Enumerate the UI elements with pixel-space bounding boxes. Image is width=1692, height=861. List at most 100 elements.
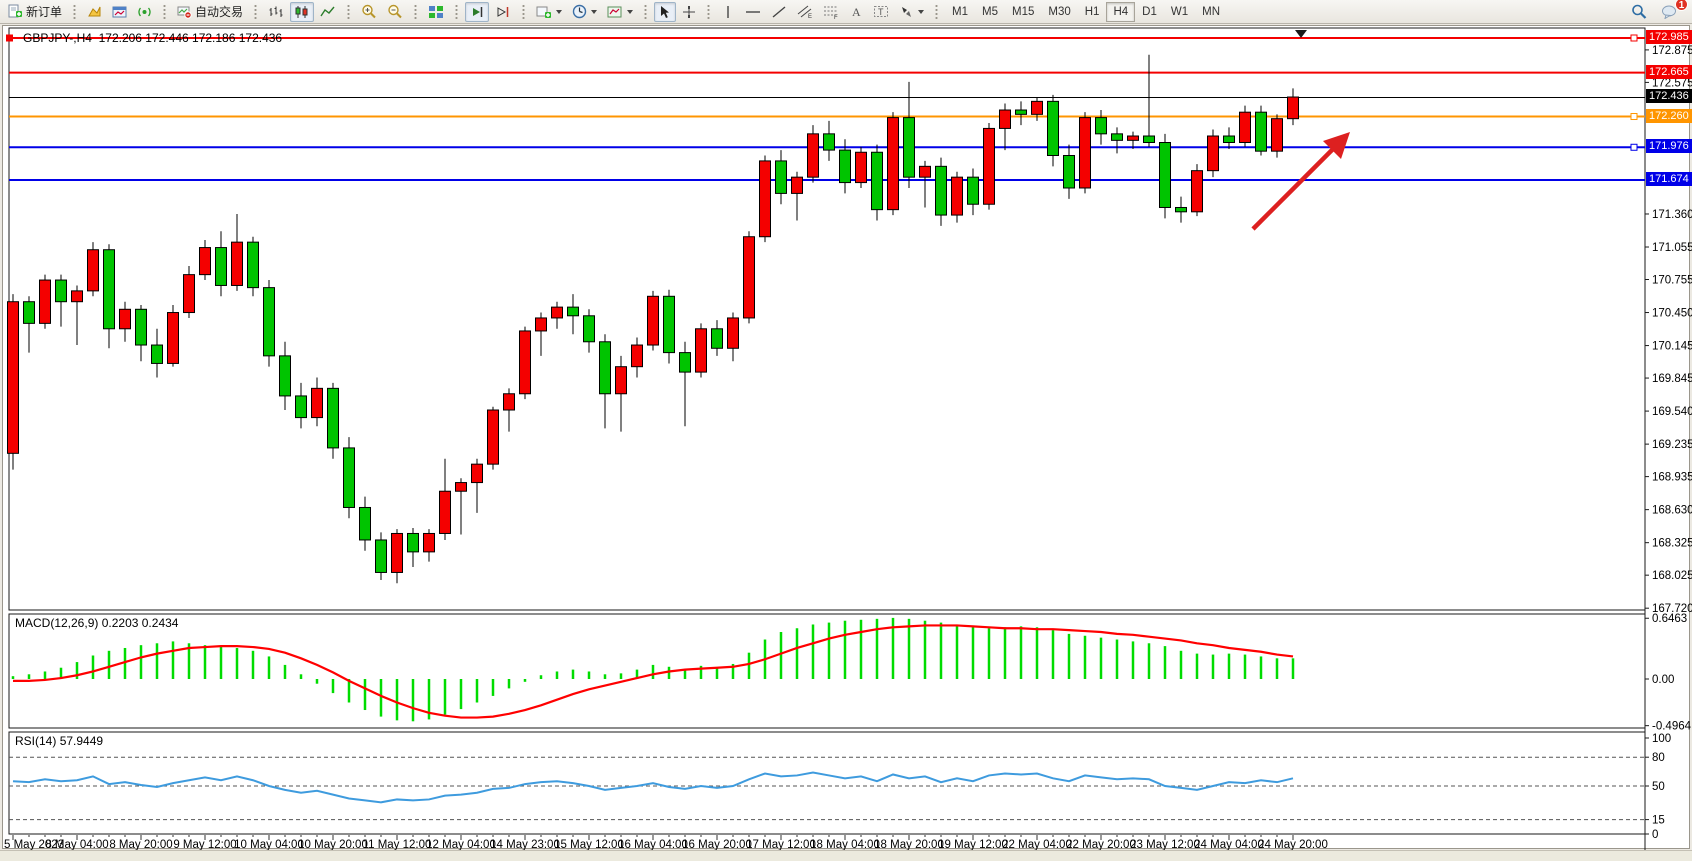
auto-scroll-button[interactable] xyxy=(465,1,490,22)
candle-body xyxy=(535,317,547,332)
indicators-button[interactable] xyxy=(532,2,566,22)
time-label: 22 May 20:00 xyxy=(1066,839,1136,851)
line-handle[interactable] xyxy=(1630,143,1638,151)
chart-shift-marker-icon[interactable] xyxy=(1295,30,1307,38)
text-label-tool-button[interactable]: T xyxy=(869,2,893,22)
macd-signal-line xyxy=(13,624,1294,719)
signals-button[interactable] xyxy=(133,2,156,22)
candle-body xyxy=(935,165,947,216)
timeframe-M15[interactable]: M15 xyxy=(1012,5,1035,18)
candle-body xyxy=(1015,109,1027,115)
time-label: 18 May 20:00 xyxy=(874,839,944,851)
zoom-out-icon xyxy=(388,4,402,19)
channel-tool-button[interactable]: E xyxy=(793,2,817,22)
bar-chart-mode-button[interactable] xyxy=(264,2,288,22)
line-handle[interactable] xyxy=(1630,113,1638,121)
templates-button[interactable] xyxy=(603,2,637,22)
tile-windows-button[interactable] xyxy=(424,2,448,22)
line-chart-mode-button[interactable] xyxy=(316,2,340,22)
svg-text:A: A xyxy=(852,5,861,19)
candle-body xyxy=(343,447,355,508)
macd-panel-splitter[interactable] xyxy=(3,609,1691,614)
indicators-icon xyxy=(536,6,552,18)
zoom-in-button[interactable] xyxy=(357,2,381,22)
candle-body xyxy=(1191,170,1203,213)
line-handle[interactable] xyxy=(6,34,13,42)
candle-body xyxy=(727,317,739,349)
candle-body xyxy=(23,301,35,324)
trendline-tool-button[interactable] xyxy=(767,2,791,22)
timeframe-M1[interactable]: M1 xyxy=(952,5,969,18)
zoom-out-button[interactable] xyxy=(383,2,407,22)
horizontal-line-tool-button[interactable] xyxy=(741,2,765,22)
fibonacci-tool-button[interactable]: F xyxy=(819,2,843,22)
time-label: 23 May 12:00 xyxy=(1130,839,1200,851)
notification-badge: 1 xyxy=(1675,0,1688,11)
time-label: 22 May 04:00 xyxy=(1002,839,1072,851)
chart-shift-button[interactable] xyxy=(491,2,515,22)
candle-body xyxy=(199,247,211,276)
timeframe-group: M1 M5 M15 M30 H1 H4 D1 W1 MN xyxy=(945,1,1227,22)
time-label: 10 May 04:00 xyxy=(234,839,304,851)
trend-arrow-shaft[interactable] xyxy=(1251,141,1341,231)
candlestick-mode-button[interactable] xyxy=(290,1,315,22)
candle-body xyxy=(1111,133,1123,141)
timeframe-D1[interactable]: D1 xyxy=(1142,5,1157,18)
candle-body xyxy=(1031,100,1043,115)
price-tag: 172.985 xyxy=(1646,29,1692,44)
time-label: 15 May 12:00 xyxy=(554,839,624,851)
vertical-line-tool-button[interactable] xyxy=(717,2,739,22)
candle-body xyxy=(55,279,67,303)
toolbar-separator xyxy=(933,3,941,20)
price-tick-label: 168.935 xyxy=(1652,472,1692,484)
time-label: 11 May 12:00 xyxy=(363,839,432,851)
fibonacci-icon: F xyxy=(824,6,838,19)
notifications-button[interactable]: 1 xyxy=(1657,0,1688,22)
timeframe-M30[interactable]: M30 xyxy=(1048,5,1071,18)
trend-arrow-head[interactable] xyxy=(1323,132,1350,159)
market-watch-button[interactable] xyxy=(108,2,131,22)
line-handle[interactable] xyxy=(1630,34,1638,42)
text-tool-button[interactable]: A xyxy=(845,2,867,22)
price-tag: 172.665 xyxy=(1646,64,1692,79)
new-chart-button[interactable] xyxy=(83,2,106,22)
price-tick-label: 169.845 xyxy=(1652,373,1692,385)
auto-trading-button[interactable]: 自动交易 xyxy=(173,2,247,22)
candle-body xyxy=(807,133,819,178)
candle-body xyxy=(1079,117,1091,189)
svg-text:E: E xyxy=(808,14,812,19)
search-button[interactable] xyxy=(1627,2,1651,22)
candle-body xyxy=(759,160,771,238)
timeframe-MN[interactable]: MN xyxy=(1202,5,1220,18)
price-tag: 171.674 xyxy=(1646,171,1692,186)
timeframe-H4[interactable]: H4 xyxy=(1106,1,1136,22)
time-label: 8 May 20:00 xyxy=(109,839,172,851)
periods-button[interactable] xyxy=(568,2,601,22)
timeframe-W1[interactable]: W1 xyxy=(1170,5,1189,18)
support-resistance-lines[interactable] xyxy=(6,34,1645,181)
candle-body xyxy=(183,274,195,314)
arrows-tool-button[interactable] xyxy=(895,2,928,22)
time-label: 18 May 04:00 xyxy=(810,839,880,851)
cursor-tool-button[interactable] xyxy=(654,1,677,22)
cursor-icon xyxy=(661,5,670,18)
macd-tick-label: -0.4964 xyxy=(1652,721,1692,733)
candle-body xyxy=(663,295,675,354)
candle-body xyxy=(887,117,899,211)
candle-body xyxy=(1159,142,1171,208)
candle-body xyxy=(743,236,755,319)
rsi-tick-label: 15 xyxy=(1652,815,1665,827)
candle-body xyxy=(151,344,163,364)
timeframe-H1[interactable]: H1 xyxy=(1084,5,1100,18)
new-order-button[interactable]: 新订单 xyxy=(4,2,66,22)
crosshair-tool-button[interactable] xyxy=(678,2,700,22)
macd-histogram xyxy=(11,617,1295,722)
timeframe-M5[interactable]: M5 xyxy=(982,5,998,18)
price-tick-label: 172.875 xyxy=(1652,45,1692,57)
time-label: 14 May 23:00 xyxy=(490,839,560,851)
rsi-panel-splitter[interactable] xyxy=(3,727,1691,732)
trend-arrow[interactable] xyxy=(1251,132,1350,231)
chart-shift-icon xyxy=(497,6,509,17)
